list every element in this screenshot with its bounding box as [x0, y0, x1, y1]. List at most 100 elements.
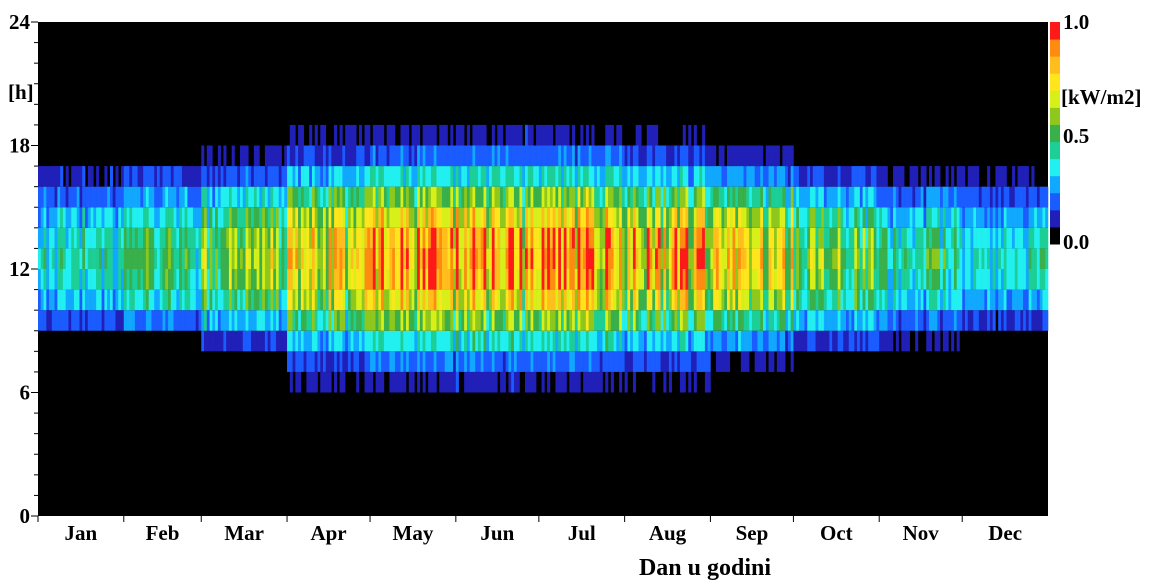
heatmap-cell: [754, 145, 758, 167]
heatmap-cell: [702, 166, 706, 187]
heatmap-cell: [901, 330, 905, 352]
heatmap-cell: [295, 289, 299, 311]
heatmap-cell: [466, 207, 470, 228]
heatmap-cell: [406, 248, 410, 269]
heatmap-cell: [931, 207, 935, 228]
heatmap-cell: [663, 227, 667, 249]
heatmap-cell: [364, 289, 368, 311]
heatmap-cell: [353, 207, 357, 228]
heatmap-cell: [727, 310, 731, 331]
heatmap-cell: [245, 310, 249, 331]
heatmap-cell: [920, 227, 924, 249]
heatmap-cell: [237, 269, 241, 290]
heatmap-cell: [926, 227, 930, 249]
heatmap-cell: [884, 289, 888, 311]
heatmap-cell: [920, 289, 924, 311]
heatmap-cell: [906, 289, 910, 311]
heatmap-cell: [776, 145, 780, 167]
heatmap-cell: [228, 330, 232, 352]
heatmap-cell: [408, 371, 412, 393]
heatmap-cell: [1006, 269, 1010, 290]
heatmap-cell: [549, 186, 553, 208]
heatmap-cell: [533, 186, 537, 208]
heatmap-cell: [621, 330, 625, 352]
heatmap-cell: [948, 186, 952, 208]
heatmap-cell: [613, 269, 617, 290]
heatmap-cell: [544, 207, 548, 228]
heatmap-cell: [533, 371, 537, 393]
heatmap-cell: [231, 227, 235, 249]
heatmap-cell: [372, 124, 376, 146]
heatmap-cell: [516, 330, 520, 352]
heatmap-cell: [179, 248, 183, 269]
heatmap-cell: [1028, 289, 1032, 311]
heatmap-cell: [453, 289, 457, 311]
heatmap-cell: [472, 310, 476, 331]
heatmap-cell: [342, 186, 346, 208]
heatmap-cell: [881, 310, 886, 331]
heatmap-cell: [807, 248, 811, 269]
heatmap-cell: [206, 310, 210, 331]
heatmap-cell: [292, 269, 296, 290]
heatmap-cell: [295, 330, 299, 352]
heatmap-cell: [677, 289, 681, 311]
heatmap-cell: [90, 310, 94, 331]
heatmap-cell: [212, 166, 216, 187]
heatmap-cell: [912, 248, 916, 269]
heatmap-cell: [679, 166, 684, 187]
heatmap-cell: [447, 145, 451, 167]
heatmap-cell: [851, 310, 855, 331]
heatmap-cell: [323, 145, 327, 167]
heatmap-cell: [646, 289, 650, 311]
heatmap-cell: [790, 351, 794, 372]
heatmap-cell: [356, 186, 360, 208]
heatmap-cell: [959, 310, 963, 331]
heatmap-cell: [652, 166, 656, 187]
heatmap-cell: [890, 330, 894, 352]
heatmap-cell: [450, 186, 454, 208]
heatmap-cell: [671, 351, 675, 372]
heatmap-cell: [1042, 289, 1046, 311]
heatmap-cell: [195, 248, 199, 269]
heatmap-cell: [71, 186, 75, 208]
heatmap-cell: [303, 289, 307, 311]
heatmap-cell: [345, 145, 349, 167]
heatmap-cell: [320, 207, 324, 228]
heatmap-cell: [461, 269, 465, 290]
heatmap-cell: [691, 227, 695, 249]
heatmap-cell: [469, 248, 473, 269]
heatmap-cell: [154, 186, 158, 208]
heatmap-cell: [976, 207, 980, 228]
heatmap-cell: [220, 166, 224, 187]
heatmap-cell: [414, 145, 418, 167]
heatmap-cell: [632, 227, 636, 249]
heatmap-cell: [400, 289, 404, 311]
heatmap-cell: [104, 269, 108, 290]
heatmap-cell: [693, 351, 697, 372]
heatmap-cell: [367, 124, 371, 146]
heatmap-cell: [940, 227, 944, 249]
heatmap-cell: [248, 166, 252, 187]
heatmap-cell: [829, 186, 833, 208]
heatmap-cell: [632, 145, 636, 167]
heatmap-cell: [779, 227, 783, 249]
heatmap-cell: [881, 186, 886, 208]
heatmap-cell: [226, 166, 230, 187]
heatmap-cell: [367, 330, 371, 352]
heatmap-cell: [494, 289, 498, 311]
heatmap-cell: [652, 207, 656, 228]
heatmap-cell: [430, 269, 434, 290]
heatmap-cell: [810, 227, 814, 249]
heatmap-cell: [588, 351, 592, 372]
heatmap-cell: [314, 269, 318, 290]
heatmap-cell: [270, 145, 274, 167]
heatmap-cell: [837, 269, 841, 290]
heatmap-cell: [917, 248, 922, 269]
heatmap-cell: [649, 145, 653, 167]
heatmap-cell: [1039, 289, 1043, 311]
heatmap-cell: [868, 248, 872, 269]
heatmap-cell: [774, 310, 778, 331]
heatmap-cell: [774, 289, 778, 311]
heatmap-cell: [826, 330, 830, 352]
